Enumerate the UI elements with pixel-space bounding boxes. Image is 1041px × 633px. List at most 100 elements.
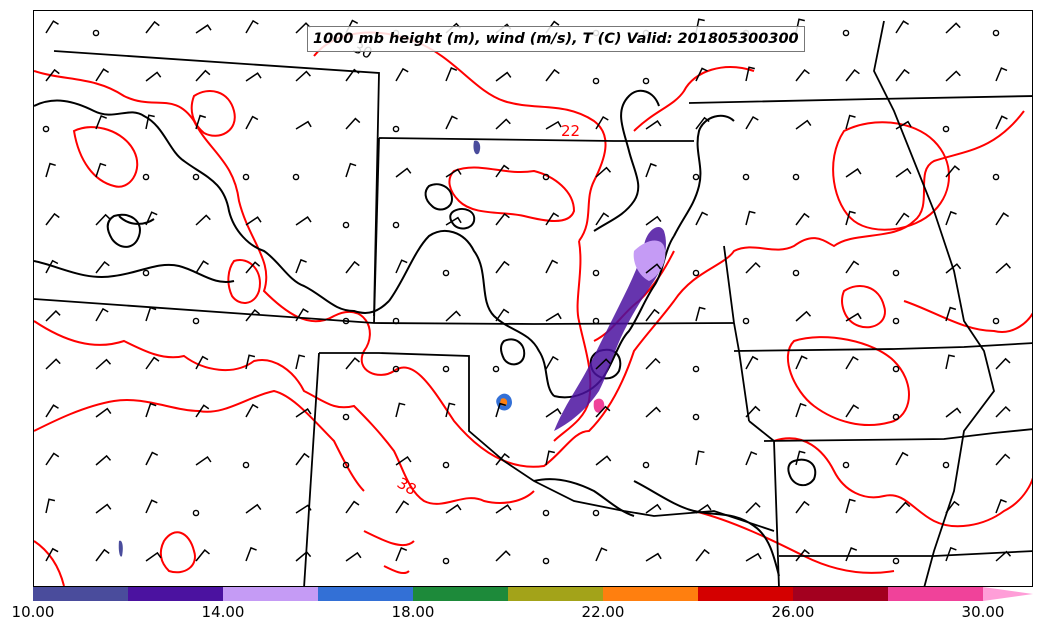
wind-barb	[945, 22, 961, 34]
wind-barb	[245, 115, 259, 130]
wind-barb	[545, 120, 562, 130]
temperature-contour	[34, 320, 535, 505]
wind-barb	[995, 262, 1011, 274]
calm-wind-circle	[692, 365, 700, 373]
wind-barb	[895, 451, 909, 466]
wind-barb	[245, 72, 262, 82]
wind-barb	[845, 68, 860, 82]
calm-wind-circle	[592, 269, 600, 277]
wind-barb	[895, 501, 911, 514]
wind-barb	[545, 408, 562, 418]
temperature-contour	[363, 530, 415, 575]
calm-wind-circle	[592, 509, 600, 517]
wind-barb	[795, 212, 810, 226]
wind-barb	[795, 68, 810, 82]
wind-barb	[995, 67, 1008, 82]
wind-barb	[245, 216, 262, 226]
temperature-contour	[72, 126, 139, 188]
calm-wind-circle	[892, 413, 900, 421]
colorbar-bin	[603, 587, 699, 601]
contour-label-temperature: 22	[561, 122, 580, 140]
wind-barb	[495, 118, 511, 130]
wind-barb	[295, 308, 309, 322]
calm-wind-circle	[792, 269, 800, 277]
state-border	[373, 137, 380, 324]
colorbar-bin	[413, 587, 509, 601]
state-border	[319, 352, 775, 532]
wind-barb	[145, 402, 157, 418]
wind-barb	[595, 212, 610, 226]
wind-barb	[445, 67, 458, 82]
wind-barb	[645, 162, 657, 178]
calm-wind-circle	[42, 125, 50, 133]
wind-barb	[695, 503, 712, 514]
calm-wind-circle	[342, 221, 350, 229]
map-panel: 30 22 38 1000 mb height (m), wind (m/s),…	[33, 10, 1033, 587]
wind-barb	[845, 547, 858, 562]
wind-barb	[845, 498, 856, 514]
calm-wind-circle	[942, 461, 950, 469]
wind-barb	[245, 546, 257, 562]
calm-wind-circle	[192, 317, 200, 325]
wind-barb	[495, 71, 512, 82]
wind-barb	[195, 69, 211, 82]
calm-wind-circle	[392, 221, 400, 229]
height-contour	[424, 183, 454, 211]
calm-wind-circle	[642, 461, 650, 469]
height-contour	[787, 458, 817, 487]
wind-barb	[945, 354, 955, 370]
calm-wind-circle	[192, 173, 200, 181]
temperature-contour	[773, 437, 1032, 528]
wind-barb	[595, 455, 612, 466]
state-border	[303, 352, 320, 586]
wind-barb	[595, 547, 608, 562]
calm-wind-circle	[242, 173, 250, 181]
wind-barb	[795, 310, 812, 322]
wind-barb	[295, 120, 312, 130]
wind-barb	[195, 355, 209, 370]
wind-barb	[95, 503, 112, 514]
wind-barb	[995, 453, 1011, 466]
height-contour	[449, 208, 476, 230]
wind-barb	[345, 551, 362, 562]
calm-wind-circle	[692, 269, 700, 277]
reflectivity-cell	[473, 140, 481, 155]
wind-barb	[45, 310, 61, 322]
wind-barb	[745, 210, 756, 226]
reflectivity-cell	[593, 398, 605, 413]
colorbar-bin	[508, 587, 604, 601]
wind-barb	[145, 451, 159, 466]
calm-wind-circle	[142, 269, 150, 277]
temperature-contour	[159, 531, 196, 574]
height-contour	[593, 89, 660, 232]
wind-barb	[795, 355, 808, 370]
wind-barb	[595, 166, 612, 178]
wind-barb	[845, 168, 862, 178]
wind-barb	[45, 498, 56, 514]
wind-barb	[95, 115, 107, 130]
calm-wind-circle	[842, 461, 850, 469]
wind-barb	[95, 68, 110, 82]
calm-wind-circle	[442, 365, 450, 373]
state-border	[688, 95, 1032, 104]
wind-barb	[645, 215, 662, 226]
wind-barb	[795, 549, 810, 562]
wind-barb	[295, 354, 306, 370]
wind-barb	[145, 20, 160, 34]
wind-barb	[445, 216, 462, 226]
wind-barb	[645, 406, 661, 418]
height-contour	[673, 114, 735, 237]
wind-barb	[295, 452, 310, 466]
wind-barb	[95, 358, 112, 370]
wind-barb	[995, 357, 1011, 370]
wind-barb	[195, 404, 210, 418]
wind-barb	[895, 212, 910, 226]
wind-barb	[745, 405, 761, 418]
state-border	[378, 137, 694, 142]
wind-barb	[395, 259, 408, 274]
calm-wind-circle	[342, 461, 350, 469]
wind-barb	[945, 306, 957, 322]
calm-wind-circle	[442, 557, 450, 565]
state-border	[733, 342, 1032, 352]
calm-wind-circle	[442, 269, 450, 277]
